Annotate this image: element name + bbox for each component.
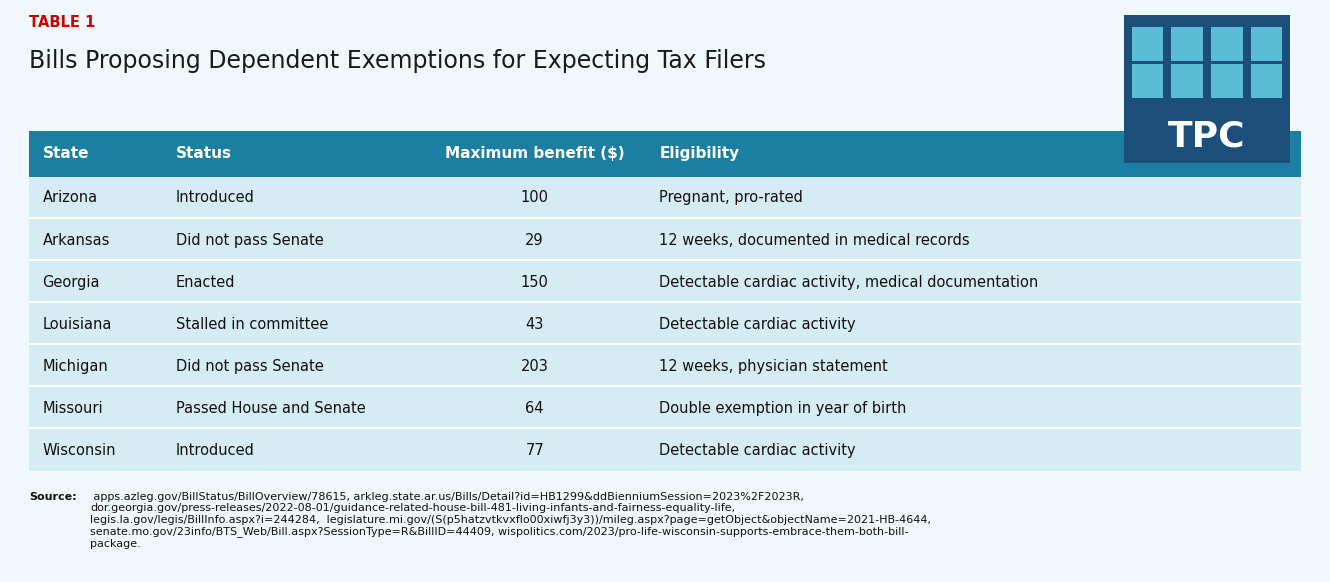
Bar [29,177,1301,471]
Text: Did not pass Senate: Did not pass Senate [176,233,323,247]
Text: TPC: TPC [1168,119,1246,153]
FancyBboxPatch shape [1250,27,1282,61]
Text: Pregnant, pro-rated: Pregnant, pro-rated [660,190,803,205]
Text: Arizona: Arizona [43,190,97,205]
FancyBboxPatch shape [1172,65,1202,98]
Text: 203: 203 [521,359,548,374]
Text: Michigan: Michigan [43,359,108,374]
Text: Eligibility: Eligibility [660,147,739,161]
Text: Introduced: Introduced [176,443,255,458]
Bar [29,131,1301,177]
FancyBboxPatch shape [1132,65,1164,98]
Text: 100: 100 [520,190,549,205]
FancyBboxPatch shape [1124,15,1290,163]
FancyBboxPatch shape [1210,65,1242,98]
Text: Detectable cardiac activity: Detectable cardiac activity [660,443,855,458]
FancyBboxPatch shape [1172,27,1202,61]
Text: Louisiana: Louisiana [43,317,112,332]
Text: Maximum benefit ($): Maximum benefit ($) [444,147,625,161]
Text: TABLE 1: TABLE 1 [29,15,96,30]
FancyBboxPatch shape [1250,65,1282,98]
Text: Georgia: Georgia [43,275,100,290]
Text: 77: 77 [525,443,544,458]
Text: 150: 150 [521,275,548,290]
Text: 29: 29 [525,233,544,247]
Text: Wisconsin: Wisconsin [43,443,116,458]
Bar [29,385,1301,387]
Text: apps.azleg.gov/BillStatus/BillOverview/78615, arkleg.state.ar.us/Bills/Detail?id: apps.azleg.gov/BillStatus/BillOverview/7… [90,492,931,549]
Text: Detectable cardiac activity, medical documentation: Detectable cardiac activity, medical doc… [660,275,1039,290]
Bar [29,301,1301,303]
Bar [29,343,1301,345]
Text: Source:: Source: [29,492,77,502]
Text: Detectable cardiac activity: Detectable cardiac activity [660,317,855,332]
Text: Stalled in committee: Stalled in committee [176,317,329,332]
Text: State: State [43,147,89,161]
Text: 64: 64 [525,401,544,416]
Text: Arkansas: Arkansas [43,233,110,247]
Bar [29,217,1301,219]
Text: 12 weeks, physician statement: 12 weeks, physician statement [660,359,888,374]
Text: Double exemption in year of birth: Double exemption in year of birth [660,401,907,416]
Text: Did not pass Senate: Did not pass Senate [176,359,323,374]
Text: Introduced: Introduced [176,190,255,205]
FancyBboxPatch shape [1132,27,1164,61]
Bar [29,259,1301,261]
Text: Passed House and Senate: Passed House and Senate [176,401,366,416]
FancyBboxPatch shape [1210,27,1242,61]
Text: Enacted: Enacted [176,275,235,290]
Bar [29,427,1301,430]
Text: 12 weeks, documented in medical records: 12 weeks, documented in medical records [660,233,970,247]
Text: 43: 43 [525,317,544,332]
Text: Status: Status [176,147,231,161]
Text: Missouri: Missouri [43,401,104,416]
Text: Bills Proposing Dependent Exemptions for Expecting Tax Filers: Bills Proposing Dependent Exemptions for… [29,49,766,73]
